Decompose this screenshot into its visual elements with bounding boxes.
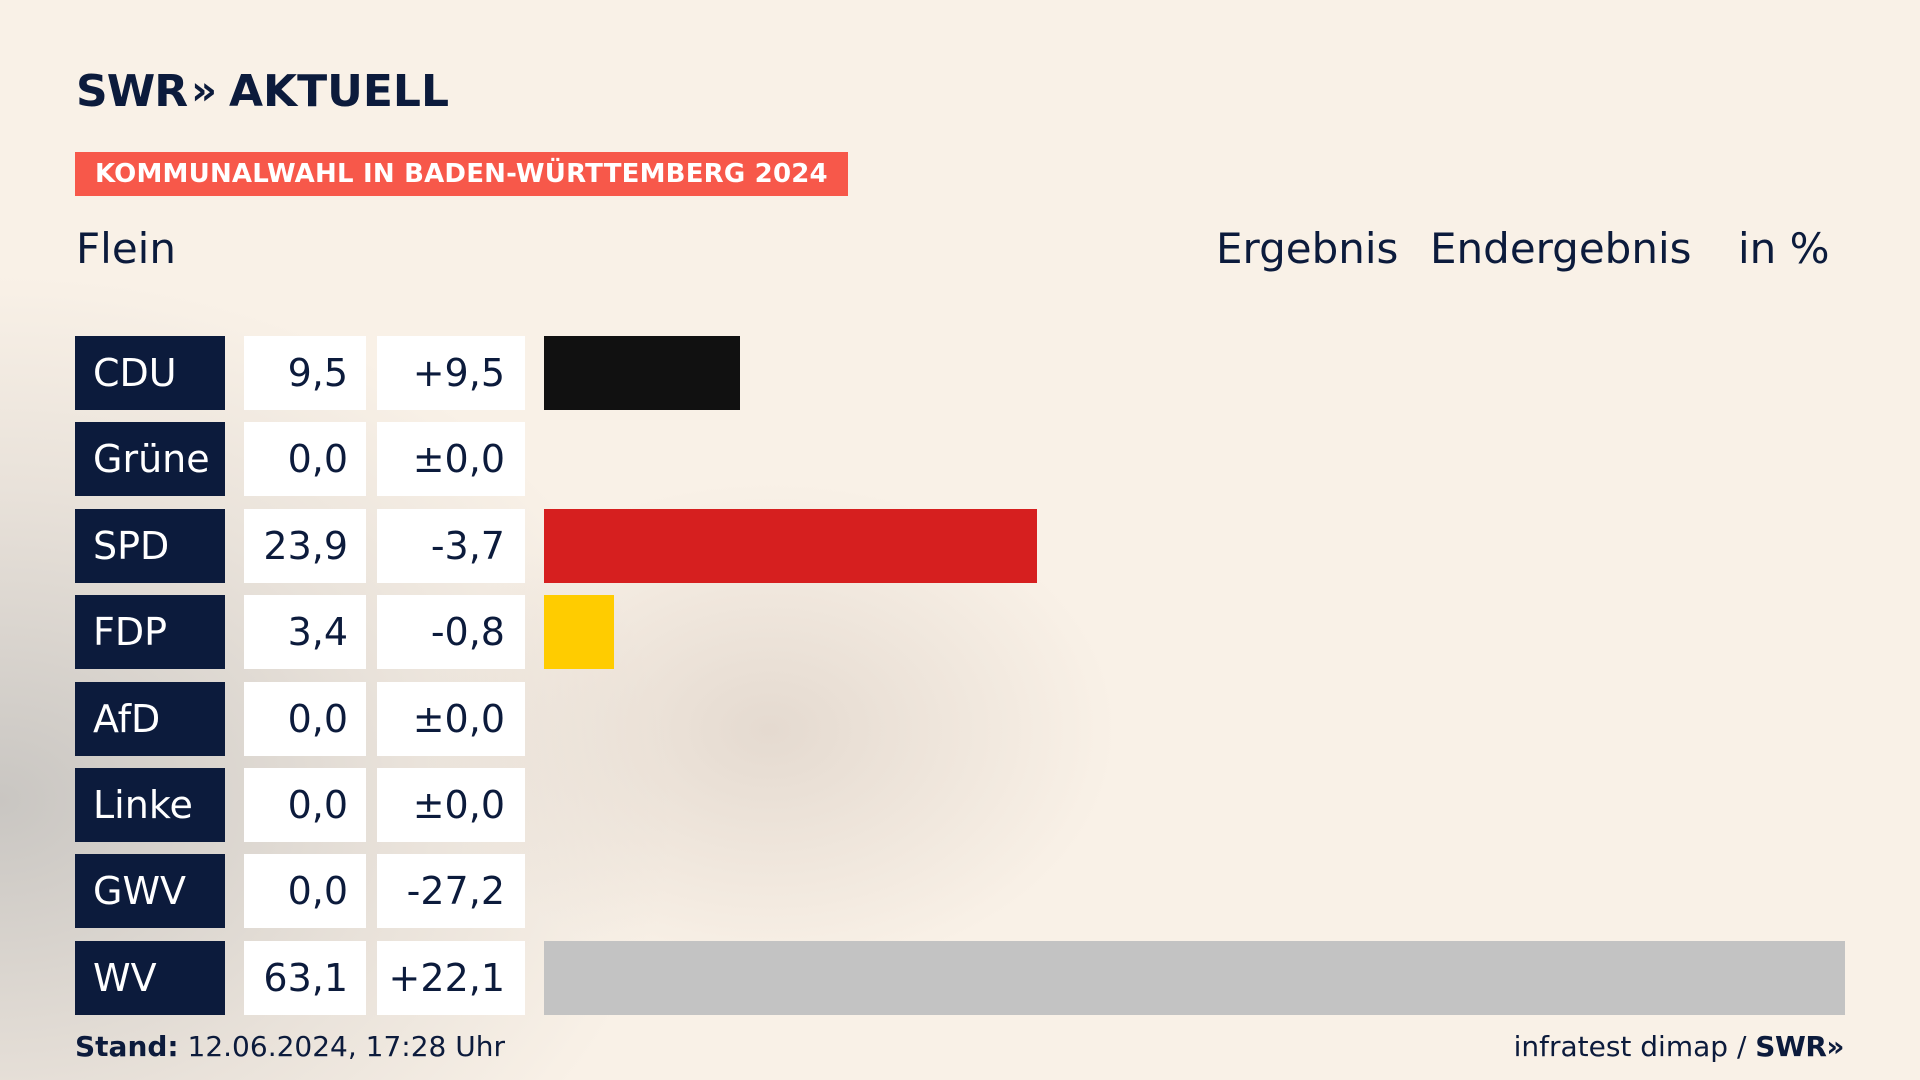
result-value: 0,0 [244,768,366,842]
result-value: 0,0 [244,854,366,929]
result-bar [544,336,740,410]
result-bar [544,595,614,670]
result-row: Grüne 0,0 ±0,0 [0,422,1920,497]
change-value: -0,8 [377,595,525,670]
change-value: +9,5 [377,336,525,410]
header-result: Ergebnis [1216,224,1399,273]
party-label: Linke [75,768,225,842]
result-value: 23,9 [244,508,366,583]
source-credit: infratest dimap / SWR» [1513,1030,1845,1064]
stand-label: Stand: [75,1030,179,1063]
header-status: Endergebnis [1430,224,1692,273]
logo-part2: AKTUELL [228,65,449,117]
stand-value: 12.06.2024, 17:28 Uhr [187,1030,505,1063]
party-label: SPD [75,508,225,583]
party-label: FDP [75,595,225,670]
result-row: AfD 0,0 ±0,0 [0,681,1920,756]
result-value: 63,1 [244,940,366,1015]
logo-part1: SWR [76,65,188,117]
change-value: +22,1 [377,940,525,1015]
party-label: GWV [75,854,225,929]
place-title: Flein [76,224,176,273]
result-row: Linke 0,0 ±0,0 [0,768,1920,842]
result-value: 0,0 [244,422,366,497]
result-row: FDP 3,4 -0,8 [0,595,1920,670]
result-row: WV 63,1 +22,1 [0,940,1920,1015]
swr-aktuell-logo: SWR » AKTUELL [76,65,449,117]
timestamp: Stand: 12.06.2024, 17:28 Uhr [75,1030,505,1064]
result-value: 3,4 [244,595,366,670]
result-row: CDU 9,5 +9,5 [0,336,1920,410]
party-label: Grüne [75,422,225,497]
result-bar [544,940,1845,1015]
party-label: CDU [75,336,225,410]
change-value: -3,7 [377,508,525,583]
change-value: -27,2 [377,854,525,929]
source-brand: SWR» [1755,1030,1844,1063]
source-text: infratest dimap / [1513,1030,1747,1063]
result-value: 0,0 [244,681,366,756]
party-label: WV [75,940,225,1015]
result-row: SPD 23,9 -3,7 [0,508,1920,583]
change-value: ±0,0 [377,422,525,497]
election-banner: KOMMUNALWAHL IN BADEN-WÜRTTEMBERG 2024 [75,152,848,196]
change-value: ±0,0 [377,681,525,756]
logo-chevrons-icon: » [191,68,217,114]
result-value: 9,5 [244,336,366,410]
party-label: AfD [75,681,225,756]
header-unit: in % [1738,224,1830,273]
change-value: ±0,0 [377,768,525,842]
result-row: GWV 0,0 -27,2 [0,854,1920,929]
result-bar [544,508,1037,583]
